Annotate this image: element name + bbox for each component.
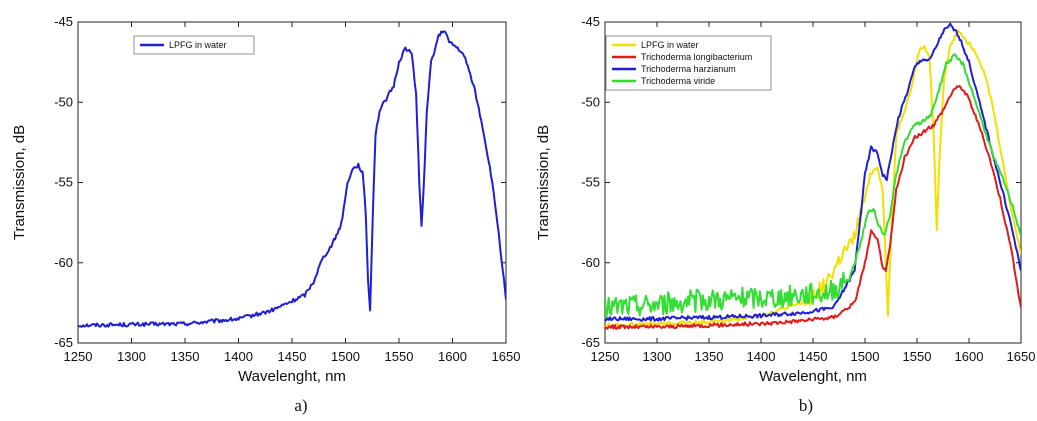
x-tick-label: 1350: [695, 349, 724, 364]
legend-entry: LPFG in water: [169, 40, 227, 50]
series-line-2: [605, 22, 1021, 322]
legend-entry: Trichoderma viride: [641, 76, 715, 86]
x-axis-label: Wavelenght, nm: [238, 368, 346, 385]
x-tick-label: 1650: [492, 349, 521, 364]
chart-panel-a: 1250 1300 1350 1400 1450 1500 1550 1600 1650 -45 -…: [11, 14, 520, 415]
plot-frame: [77, 21, 507, 344]
y-tick-label: -65: [581, 335, 600, 350]
series-line-0: [605, 29, 1021, 328]
x-tick-label: 1550: [903, 349, 932, 364]
x-tick-label: 1400: [224, 349, 253, 364]
x-tick-label: 1600: [955, 349, 984, 364]
y-axis-label: Transmission, dB: [11, 125, 28, 240]
x-tick-label: 1500: [331, 349, 360, 364]
x-tick-label: 1600: [438, 349, 467, 364]
x-tick-label: 1300: [117, 349, 146, 364]
panel-caption: b): [799, 396, 813, 415]
x-tick-label: 1300: [643, 349, 672, 364]
y-tick-label: -50: [54, 94, 73, 109]
x-tick-label: 1350: [171, 349, 200, 364]
y-tick-label: -60: [54, 255, 73, 270]
x-axis-label: Wavelenght, nm: [759, 368, 867, 385]
legend-entry: LPFG in water: [641, 40, 699, 50]
chart-panel-b: 1250 1300 1350 1400 1450 1500 1550 1600 1650 -45 -…: [535, 14, 1035, 415]
series-line-3: [605, 53, 1021, 319]
x-tick-label: 1250: [64, 349, 93, 364]
y-tick-label: -45: [54, 14, 73, 29]
legend-entry: Trichoderma longibacterium: [641, 52, 752, 62]
y-tick-label: -45: [581, 14, 600, 29]
y-tick-label: -50: [581, 94, 600, 109]
y-tick-label: -65: [54, 335, 73, 350]
y-tick-label: -60: [581, 255, 600, 270]
x-tick-label: 1250: [591, 349, 620, 364]
panel-caption: a): [294, 396, 307, 415]
series-line-0: [78, 30, 506, 328]
x-tick-label: 1400: [747, 349, 776, 364]
y-tick-label: -55: [54, 175, 73, 190]
x-tick-label: 1450: [799, 349, 828, 364]
x-tick-label: 1500: [851, 349, 880, 364]
x-tick-label: 1550: [385, 349, 414, 364]
series-line-1: [605, 85, 1021, 330]
legend-box: [133, 35, 255, 55]
legend-entry: Trichoderma harzianum: [641, 64, 736, 74]
y-axis-label: Transmission, dB: [535, 125, 552, 240]
x-tick-label: 1650: [1007, 349, 1036, 364]
x-tick-label: 1450: [278, 349, 307, 364]
y-tick-label: -55: [581, 175, 600, 190]
